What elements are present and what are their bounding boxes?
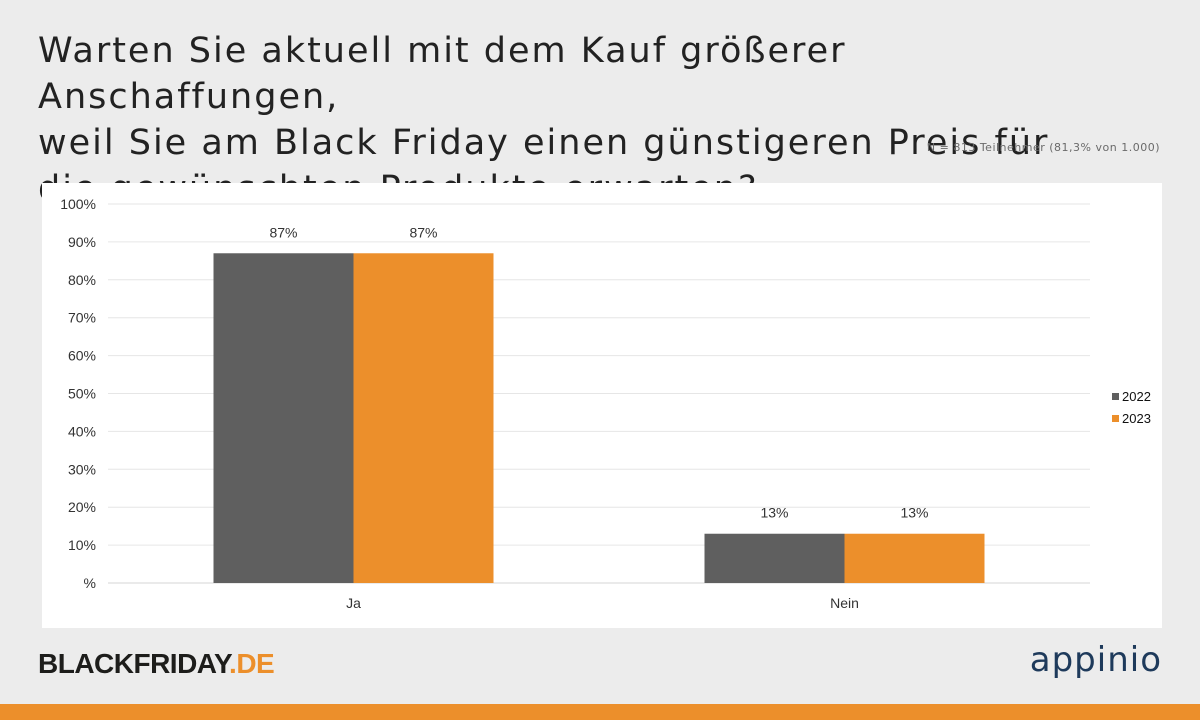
y-tick-label: 60% (68, 348, 96, 364)
y-tick-label: 100% (60, 196, 96, 212)
appinio-logo: appinio (1029, 640, 1162, 680)
data-label-ja-2022: 87% (269, 224, 297, 240)
legend-swatch-2022 (1112, 392, 1119, 400)
legend-item-2022: 2022 (1112, 385, 1151, 407)
title-line-2: weil Sie am Black Friday einen günstiger… (38, 123, 1050, 163)
logo-main-text: BLACKFRIDAY (38, 648, 230, 679)
x-category-label-ja: Ja (346, 595, 361, 611)
legend-label-2022: 2022 (1122, 388, 1151, 404)
logo-suffix-text: .DE (229, 648, 275, 679)
chart-panel: % 10% 20% 30% 40% 50% 60% 70% 80% 90% 100% 87% 87% Ja… (42, 183, 1162, 628)
y-tick-label: 90% (68, 234, 96, 250)
y-tick-label: 50% (68, 386, 96, 402)
bar-nein-2022 (704, 533, 845, 583)
blackfriday-logo: BLACKFRIDAY.DE (38, 648, 275, 680)
legend: 2022 2023 (1112, 385, 1151, 429)
data-label-nein-2023: 13% (900, 505, 928, 521)
bar-nein-2023 (844, 533, 985, 583)
data-label-ja-2023: 87% (409, 224, 437, 240)
legend-swatch-2023 (1112, 414, 1119, 422)
y-tick-label: 40% (68, 423, 96, 439)
title-line-1: Warten Sie aktuell mit dem Kauf größerer… (38, 31, 847, 117)
y-tick-label: 30% (68, 461, 96, 477)
bar-chart: % 10% 20% 30% 40% 50% 60% 70% 80% 90% 100% 87% 87% Ja… (60, 196, 1090, 611)
sample-size-note: N = 813 Teilnehmer (81,3% von 1.000) (926, 141, 1160, 154)
data-label-nein-2022: 13% (760, 505, 788, 521)
y-tick-label: 20% (68, 499, 96, 515)
y-tick-label: 70% (68, 310, 96, 326)
bottom-accent-bar (0, 704, 1200, 720)
y-tick-label: 80% (68, 272, 96, 288)
legend-label-2023: 2023 (1122, 410, 1151, 426)
bar-ja-2022 (213, 253, 354, 583)
y-tick-label: % (84, 575, 96, 591)
bar-ja-2023 (353, 253, 494, 583)
y-tick-label: 10% (68, 537, 96, 553)
legend-item-2023: 2023 (1112, 407, 1151, 429)
x-category-label-nein: Nein (830, 595, 859, 611)
